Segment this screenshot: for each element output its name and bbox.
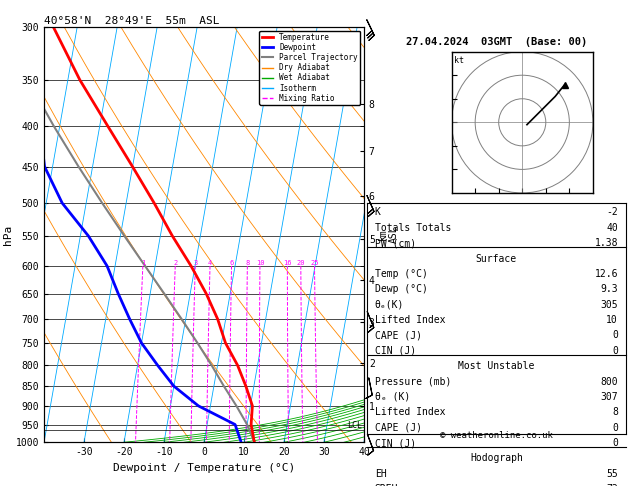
Text: 25: 25 — [310, 260, 319, 266]
Text: 0: 0 — [612, 330, 618, 341]
Text: 72: 72 — [606, 484, 618, 486]
Text: 307: 307 — [601, 392, 618, 402]
Text: LCL: LCL — [347, 421, 362, 430]
Text: Lifted Index: Lifted Index — [375, 407, 445, 417]
Text: CIN (J): CIN (J) — [375, 346, 416, 356]
Y-axis label: km
ASL: km ASL — [377, 226, 399, 243]
Text: 2: 2 — [173, 260, 177, 266]
Text: 0: 0 — [612, 423, 618, 433]
Text: Hodograph: Hodograph — [470, 453, 523, 464]
Text: 4: 4 — [208, 260, 212, 266]
Text: SREH: SREH — [375, 484, 398, 486]
X-axis label: Dewpoint / Temperature (°C): Dewpoint / Temperature (°C) — [113, 463, 295, 473]
Text: 10: 10 — [256, 260, 264, 266]
Y-axis label: hPa: hPa — [3, 225, 13, 244]
Text: kt: kt — [454, 56, 464, 65]
Text: 40°58'N  28°49'E  55m  ASL: 40°58'N 28°49'E 55m ASL — [44, 16, 220, 26]
Text: Dewp (°C): Dewp (°C) — [375, 284, 428, 295]
Text: Most Unstable: Most Unstable — [458, 361, 535, 371]
Text: Surface: Surface — [476, 254, 517, 263]
Text: 3: 3 — [193, 260, 198, 266]
Text: 1: 1 — [141, 260, 145, 266]
Text: © weatheronline.co.uk: © weatheronline.co.uk — [440, 431, 553, 440]
Text: 305: 305 — [601, 300, 618, 310]
Text: 9.3: 9.3 — [601, 284, 618, 295]
Text: 10: 10 — [606, 315, 618, 325]
Text: 12.6: 12.6 — [594, 269, 618, 279]
Text: PW (cm): PW (cm) — [375, 238, 416, 248]
Text: 1.38: 1.38 — [594, 238, 618, 248]
Text: CAPE (J): CAPE (J) — [375, 423, 421, 433]
Text: CAPE (J): CAPE (J) — [375, 330, 421, 341]
Text: Lifted Index: Lifted Index — [375, 315, 445, 325]
Text: CIN (J): CIN (J) — [375, 438, 416, 448]
Legend: Temperature, Dewpoint, Parcel Trajectory, Dry Adiabat, Wet Adiabat, Isotherm, Mi: Temperature, Dewpoint, Parcel Trajectory… — [259, 31, 360, 105]
Text: θₑ (K): θₑ (K) — [375, 392, 410, 402]
Text: 55: 55 — [606, 469, 618, 479]
Text: 0: 0 — [612, 346, 618, 356]
Text: K: K — [375, 208, 381, 218]
Text: 27.04.2024  03GMT  (Base: 00): 27.04.2024 03GMT (Base: 00) — [406, 37, 587, 47]
Text: 20: 20 — [296, 260, 305, 266]
Text: -2: -2 — [606, 208, 618, 218]
Text: 40: 40 — [606, 223, 618, 233]
Text: 8: 8 — [612, 407, 618, 417]
Text: EH: EH — [375, 469, 386, 479]
Text: 0: 0 — [612, 438, 618, 448]
Text: θₑ(K): θₑ(K) — [375, 300, 404, 310]
Text: 800: 800 — [601, 377, 618, 386]
Text: Totals Totals: Totals Totals — [375, 223, 451, 233]
Text: 6: 6 — [230, 260, 233, 266]
Text: 8: 8 — [245, 260, 250, 266]
Text: Pressure (mb): Pressure (mb) — [375, 377, 451, 386]
Text: 16: 16 — [283, 260, 292, 266]
Text: Temp (°C): Temp (°C) — [375, 269, 428, 279]
